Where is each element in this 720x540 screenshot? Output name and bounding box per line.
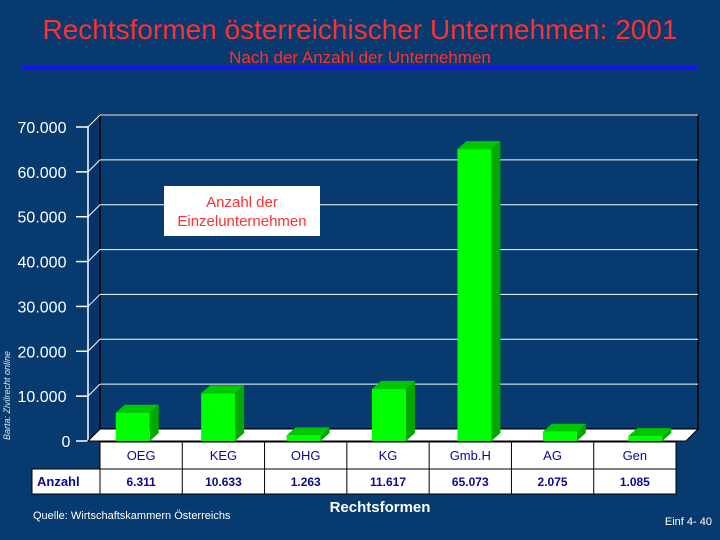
data-label: 10.633 [205,475,242,489]
table-row-label: Anzahl [37,474,80,489]
bar-top [115,404,159,413]
y-tick-label: 60.000 [18,165,67,182]
category-label: KG [379,448,398,463]
back-wall [99,114,699,430]
y-tick-label: 10.000 [18,389,67,406]
bar-top [286,427,330,436]
bar-kg [372,380,415,441]
y-tick-label: 30.000 [18,299,67,316]
bar-front [372,388,406,441]
bar-front [201,393,236,441]
annotation-line: Einzelunternehmen [177,213,306,230]
data-label: 11.617 [370,475,406,489]
category-label: KEG [210,448,237,463]
bar-side [235,385,245,441]
bar-front [542,431,577,441]
y-tick-label: 70.000 [18,120,67,137]
bar-top [372,380,415,389]
data-label: 1.085 [620,475,650,489]
chart-bars [115,141,672,441]
gridline-side [87,294,101,307]
data-label: 2.075 [538,475,568,489]
bar-top [201,385,245,394]
category-label: Gen [623,448,648,463]
gridline-side [87,338,101,352]
data-table: Anzahl OEG 6.311 KEG 10.633 OHG 1.263 KG 11.617 G… [31,441,677,516]
bar-side [491,141,501,441]
bar-front [115,412,150,441]
chart-grid: 0 10.000 20.000 30.000 40.000 50.000 60.000 70.… [18,113,700,451]
page-title: Rechtsformen österreichischer Unternehme… [42,14,678,45]
bar-front [286,435,321,441]
bar-side [320,427,330,441]
bar-side [576,423,586,441]
x-axis-title: Rechtsformen [330,499,431,516]
data-label: 65.073 [452,475,489,489]
bar-top [542,423,586,432]
gridline-side [87,249,101,262]
bar-ag [542,423,586,441]
bar-gmbh [457,141,501,441]
table-value-row [31,468,677,495]
bar-side [149,404,159,441]
category-label: Gmb.H [450,448,491,463]
bar-side [662,428,672,441]
data-label: 1.263 [291,475,321,489]
bar-side [406,380,415,441]
gridline-side [87,159,101,173]
page-number: Einf 4- 40 [664,516,712,528]
y-tick-label: 50.000 [18,210,67,227]
bar-front [628,436,663,441]
source-note: Quelle: Wirtschaftskammern Österreichs [33,510,231,522]
chart-annotation: Anzahl der Einzelunternehmen [164,186,320,236]
gridline-side [87,114,101,128]
page-subtitle: Nach der Anzahl der Unternehmen [229,48,491,67]
annotation-box [164,186,320,236]
bar-top [457,141,501,150]
category-label: OEG [127,448,156,463]
side-wall [87,113,101,443]
gridline-side [87,204,101,218]
annotation-line: Anzahl der [206,194,278,211]
category-label: AG [543,448,562,463]
data-label: 6.311 [126,475,156,489]
y-tick-label: 20.000 [18,344,67,361]
bar-gen [628,428,672,441]
y-tick-label: 40.000 [18,255,67,272]
category-label: OHG [291,448,321,463]
bar-ohg [286,427,330,441]
title-divider [22,66,698,70]
bar-front [457,149,492,441]
bar-oeg [115,404,159,441]
gridline-side [87,383,101,397]
bar-keg [201,385,245,441]
y-tick-label: 0 [62,434,71,451]
bar-top [628,428,672,437]
